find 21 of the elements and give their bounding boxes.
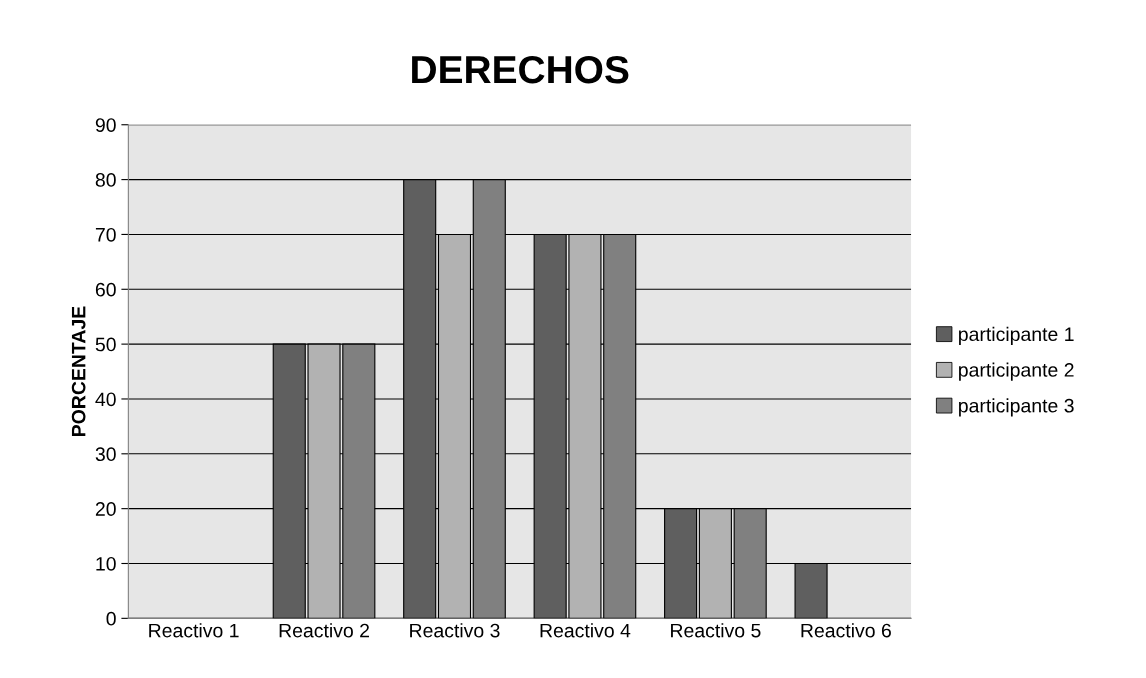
legend-label: participante 1 — [959, 326, 1074, 345]
y-tick-label: 70 — [95, 227, 116, 242]
y-tick-label: 80 — [95, 173, 116, 187]
y-tick-label: 20 — [95, 502, 116, 516]
y-tick-label: 30 — [95, 447, 116, 462]
legend-label: participante 3 — [959, 398, 1074, 417]
y-tick-label: 90 — [95, 118, 116, 132]
y-axis-title: PORCENTAJE — [71, 306, 86, 436]
y-tick-label: 0 — [106, 611, 116, 626]
y-tick-label: 50 — [95, 337, 116, 352]
x-tick-label: Reactivo 6 — [801, 623, 891, 638]
y-tick-label: 10 — [96, 556, 116, 571]
x-tick-label: Reactivo 5 — [671, 623, 761, 638]
x-tick-label: Reactivo 3 — [410, 623, 500, 638]
x-tick-label: Reactivo 1 — [149, 623, 239, 638]
x-tick-label: Reactivo 2 — [279, 623, 369, 638]
x-tick-label: Reactivo 4 — [540, 623, 631, 638]
chart-title: DERECHOS — [412, 55, 629, 84]
legend-label: participante 2 — [959, 362, 1074, 381]
y-tick-label: 60 — [95, 282, 116, 297]
y-tick-label: 40 — [95, 392, 116, 407]
